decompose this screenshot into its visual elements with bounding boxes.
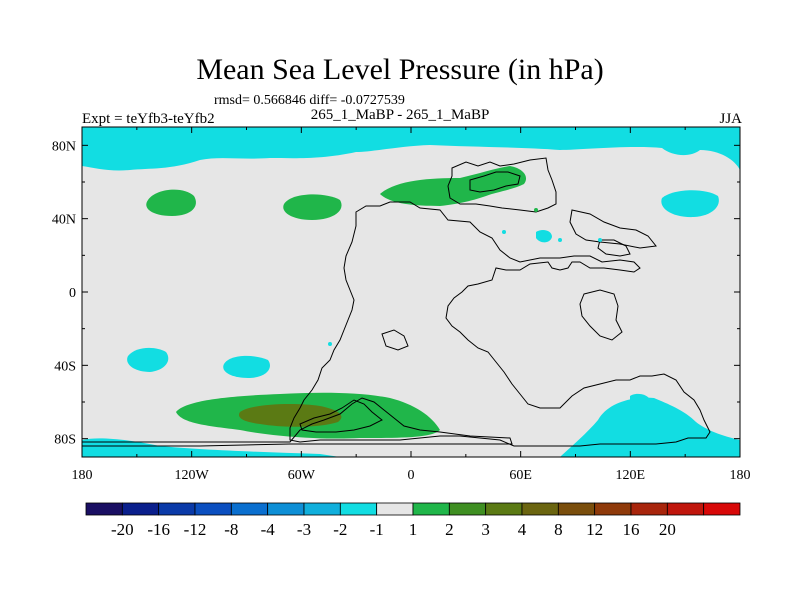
coastline-siberia-inlet (469, 171, 521, 193)
anomaly-fills (82, 127, 740, 457)
lon-tick-label: 120W (175, 468, 210, 483)
coastline-north-block (447, 157, 557, 213)
colorbar-label: -20 (111, 520, 134, 539)
lon-tick-label: 60E (509, 468, 532, 483)
colorbar-box (376, 502, 414, 516)
colorbar-box (303, 502, 341, 516)
experiment-label: Expt = teYfb3-teYfb2 (82, 111, 215, 127)
anomaly-asia-negative-spot (536, 229, 552, 243)
colorbar-box (703, 502, 741, 516)
colorbar-box (412, 502, 450, 516)
colorbar-box (339, 502, 378, 516)
colorbar-label: 1 (409, 520, 418, 539)
colorbar-label: 12 (586, 520, 603, 539)
colorbar-label: -2 (333, 520, 347, 539)
colorbar-box (594, 502, 632, 516)
colorbar-label: 4 (518, 520, 527, 539)
anomaly-north-america-positive (283, 194, 342, 220)
speck-negative (558, 238, 562, 242)
lon-tick-label: 180 (730, 468, 751, 483)
colorbar-box (85, 502, 123, 516)
lon-tick-label: 60W (288, 468, 316, 483)
colorbar-label: -12 (184, 520, 207, 539)
anomaly-south-pacific-negative-west (127, 347, 169, 372)
coastline-small-island (381, 329, 409, 351)
map-title: Mean Sea Level Pressure (in hPa) (196, 53, 604, 86)
anomaly-antarctic-east-spot (630, 393, 650, 405)
speck-negative (328, 342, 332, 346)
anomaly-north-pacific-positive (146, 189, 196, 216)
lon-tick-label: 120E (616, 468, 646, 483)
colorbar-box (121, 502, 160, 516)
lon-tick-label: 180 (72, 468, 93, 483)
colorbar-label: -1 (370, 520, 384, 539)
coastline-north-china-block (597, 239, 631, 257)
lat-tick-label: 40N (52, 213, 76, 228)
colorbar-label: -8 (224, 520, 238, 539)
coastlines (82, 157, 711, 447)
lat-tick-label: 40S (54, 359, 76, 374)
colorbar-box (448, 502, 487, 516)
stats-line: rmsd= 0.566846 diff= -0.0727539 (214, 93, 405, 108)
anomaly-eurasia-positive (380, 166, 527, 206)
colorbar-box (557, 502, 596, 516)
lat-tick-label: 0 (69, 286, 76, 301)
speck-negative (502, 230, 506, 234)
speck-negative (598, 238, 602, 242)
colorbar-label: -4 (261, 520, 276, 539)
coastline-antarctic-inner (299, 399, 383, 433)
season-label: JJA (719, 111, 742, 127)
anomaly-north-pacific-negative (661, 190, 719, 218)
anomaly-southern-ocean-core (238, 404, 342, 427)
coastline-east-asia (569, 209, 657, 249)
colorbar-box (267, 502, 305, 516)
colorbar-box (194, 502, 232, 516)
anomaly-southwest-negative (82, 438, 340, 457)
anomaly-south-pacific-negative-central (223, 355, 270, 378)
colorbar-label: 2 (445, 520, 454, 539)
colorbar-label: 20 (659, 520, 676, 539)
run-label: 265_1_MaBP - 265_1_MaBP (310, 107, 490, 123)
anomaly-specks (328, 208, 602, 346)
coastline-tethys-island (579, 289, 623, 341)
anomaly-arctic-negative (82, 127, 740, 171)
colorbar-box (158, 502, 196, 516)
map-axes: 180 120W 60W 0 60E 120E 180 80N 40N 0 40S 80S (52, 127, 751, 483)
colorbar-label: -3 (297, 520, 311, 539)
colorbar-box (630, 502, 668, 516)
lon-tick-label: 0 (408, 468, 415, 483)
coastline-antarctic-strip (82, 397, 513, 447)
lat-tick-label: 80N (52, 139, 76, 154)
colorbar-label: 16 (623, 520, 640, 539)
colorbar-box (521, 502, 559, 516)
colorbar-label: -16 (147, 520, 170, 539)
colorbar-box (666, 502, 705, 516)
lat-tick-label: 80S (54, 433, 76, 448)
colorbar-label: 8 (554, 520, 563, 539)
colorbar-box (485, 502, 523, 516)
colorbar-label: 3 (481, 520, 490, 539)
coastline-pangea (289, 201, 711, 447)
colorbar: -20 -16 -12 -8 -4 -3 -2 -1 1 2 3 4 8 12 16 20 (85, 502, 741, 539)
speck-positive (534, 208, 538, 212)
anomaly-antarctic-negative (560, 397, 740, 457)
colorbar-box (230, 502, 269, 516)
